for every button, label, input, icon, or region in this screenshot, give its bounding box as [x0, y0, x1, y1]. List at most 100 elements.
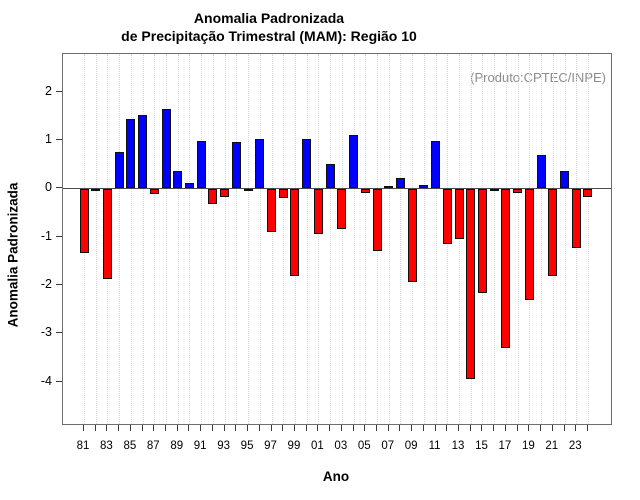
- gridline-2007: [388, 54, 390, 424]
- y-tick-label--2: -2: [40, 276, 52, 291]
- x-tick-1992: [211, 425, 213, 431]
- y-tick-1: [56, 138, 62, 140]
- x-tick-1983: [106, 425, 108, 431]
- x-tick-2019: [528, 425, 530, 431]
- x-tick-2024: [586, 425, 588, 431]
- x-tick-2021: [551, 425, 553, 431]
- x-tick-1998: [282, 425, 284, 431]
- chart-title-line2: de Precipitação Trimestral (MAM): Região…: [121, 28, 417, 44]
- bar-1994: [231, 142, 241, 189]
- bar-2009: [407, 189, 417, 283]
- bar-1985: [126, 119, 136, 189]
- bar-1983: [102, 189, 112, 279]
- bar-1995: [243, 189, 253, 192]
- bar-1988: [161, 108, 171, 189]
- x-tick-1988: [165, 425, 167, 431]
- bar-1999: [290, 189, 300, 276]
- gridline-2008: [400, 54, 402, 424]
- gridline-1995: [248, 54, 250, 424]
- source-annotation: (Produto:CPTEC/INPE): [470, 70, 606, 85]
- chart-title-line1: Anomalia Padronizada: [193, 10, 345, 26]
- bar-1991: [196, 141, 206, 189]
- y-tick--4: [56, 380, 62, 382]
- gridline-2004: [353, 54, 355, 424]
- x-tick-2022: [563, 425, 565, 431]
- x-tick-2003: [340, 425, 342, 431]
- x-tick-label-1983: 83: [100, 440, 113, 452]
- y-tick-label--1: -1: [40, 228, 52, 243]
- gridline-2018: [517, 54, 519, 424]
- bar-2005: [360, 189, 370, 193]
- bar-1997: [267, 189, 277, 233]
- bar-2014: [466, 189, 476, 379]
- bar-2016: [489, 189, 499, 192]
- bar-1996: [255, 139, 265, 189]
- x-tick-1997: [270, 425, 272, 431]
- x-tick-2004: [352, 425, 354, 431]
- x-tick-1981: [83, 425, 84, 431]
- x-tick-2020: [540, 425, 542, 431]
- bar-2012: [442, 189, 452, 245]
- x-tick-label-2017: 17: [498, 440, 512, 452]
- bar-1989: [173, 170, 183, 189]
- x-tick-2014: [469, 425, 471, 431]
- x-tick-2013: [458, 425, 460, 431]
- x-tick-1982: [94, 425, 96, 431]
- gridline-1990: [189, 54, 191, 424]
- x-tick-2011: [434, 425, 436, 431]
- x-tick-label-2021: 21: [545, 440, 559, 452]
- bar-2017: [501, 189, 511, 349]
- x-tick-2015: [481, 425, 483, 431]
- x-tick-1994: [235, 425, 237, 431]
- gridline-1987: [154, 54, 156, 424]
- x-tick-label-1991: 91: [193, 440, 207, 452]
- gridline-1985: [130, 54, 132, 424]
- y-axis-label: Anomalia Padronizada: [5, 182, 21, 328]
- x-tick-1989: [176, 425, 178, 431]
- gridline-2002: [330, 54, 332, 424]
- bar-1993: [220, 189, 230, 198]
- x-tick-1987: [153, 425, 155, 431]
- x-tick-1984: [118, 425, 120, 431]
- x-tick-1993: [223, 425, 225, 431]
- chart-title: Anomalia Padronizada de Precipitação Tri…: [121, 9, 417, 45]
- bar-1984: [114, 151, 124, 189]
- bar-1990: [184, 183, 194, 189]
- y-tick-label-0: 0: [45, 180, 52, 195]
- x-tick-label-1993: 93: [217, 440, 231, 452]
- bar-1998: [278, 189, 288, 198]
- bar-2023: [571, 189, 581, 249]
- bar-2013: [454, 189, 464, 240]
- bar-2020: [536, 155, 546, 189]
- gridline-1994: [236, 54, 238, 424]
- x-tick-2007: [387, 425, 389, 431]
- bar-1986: [138, 114, 148, 189]
- bar-2021: [548, 189, 558, 276]
- zero-line: [63, 188, 611, 190]
- bar-2004: [349, 135, 359, 189]
- bar-2015: [477, 189, 487, 293]
- y-tick--3: [56, 332, 62, 334]
- gridline-1986: [142, 54, 144, 424]
- x-axis-label: Ano: [322, 469, 350, 484]
- x-tick-label-2013: 13: [451, 440, 465, 452]
- gridline-2005: [365, 54, 367, 424]
- bar-2018: [513, 189, 523, 194]
- x-tick-2005: [364, 425, 366, 431]
- x-tick-label-2007: 07: [381, 440, 395, 452]
- plot-area: (Produto:CPTEC/INPE): [62, 53, 612, 425]
- gridline-1988: [166, 54, 168, 424]
- x-tick-label-1985: 85: [123, 440, 137, 452]
- x-tick-label-1999: 99: [287, 440, 301, 452]
- bar-2003: [337, 189, 347, 229]
- y-tick-label--3: -3: [40, 325, 52, 340]
- bar-2022: [560, 171, 570, 189]
- gridline-2001: [318, 54, 320, 424]
- bar-1987: [149, 189, 159, 195]
- gridline-1991: [201, 54, 203, 424]
- y-tick-label--4: -4: [40, 373, 52, 388]
- gridline-1998: [283, 54, 285, 424]
- x-tick-2009: [411, 425, 413, 431]
- bar-2010: [419, 185, 429, 189]
